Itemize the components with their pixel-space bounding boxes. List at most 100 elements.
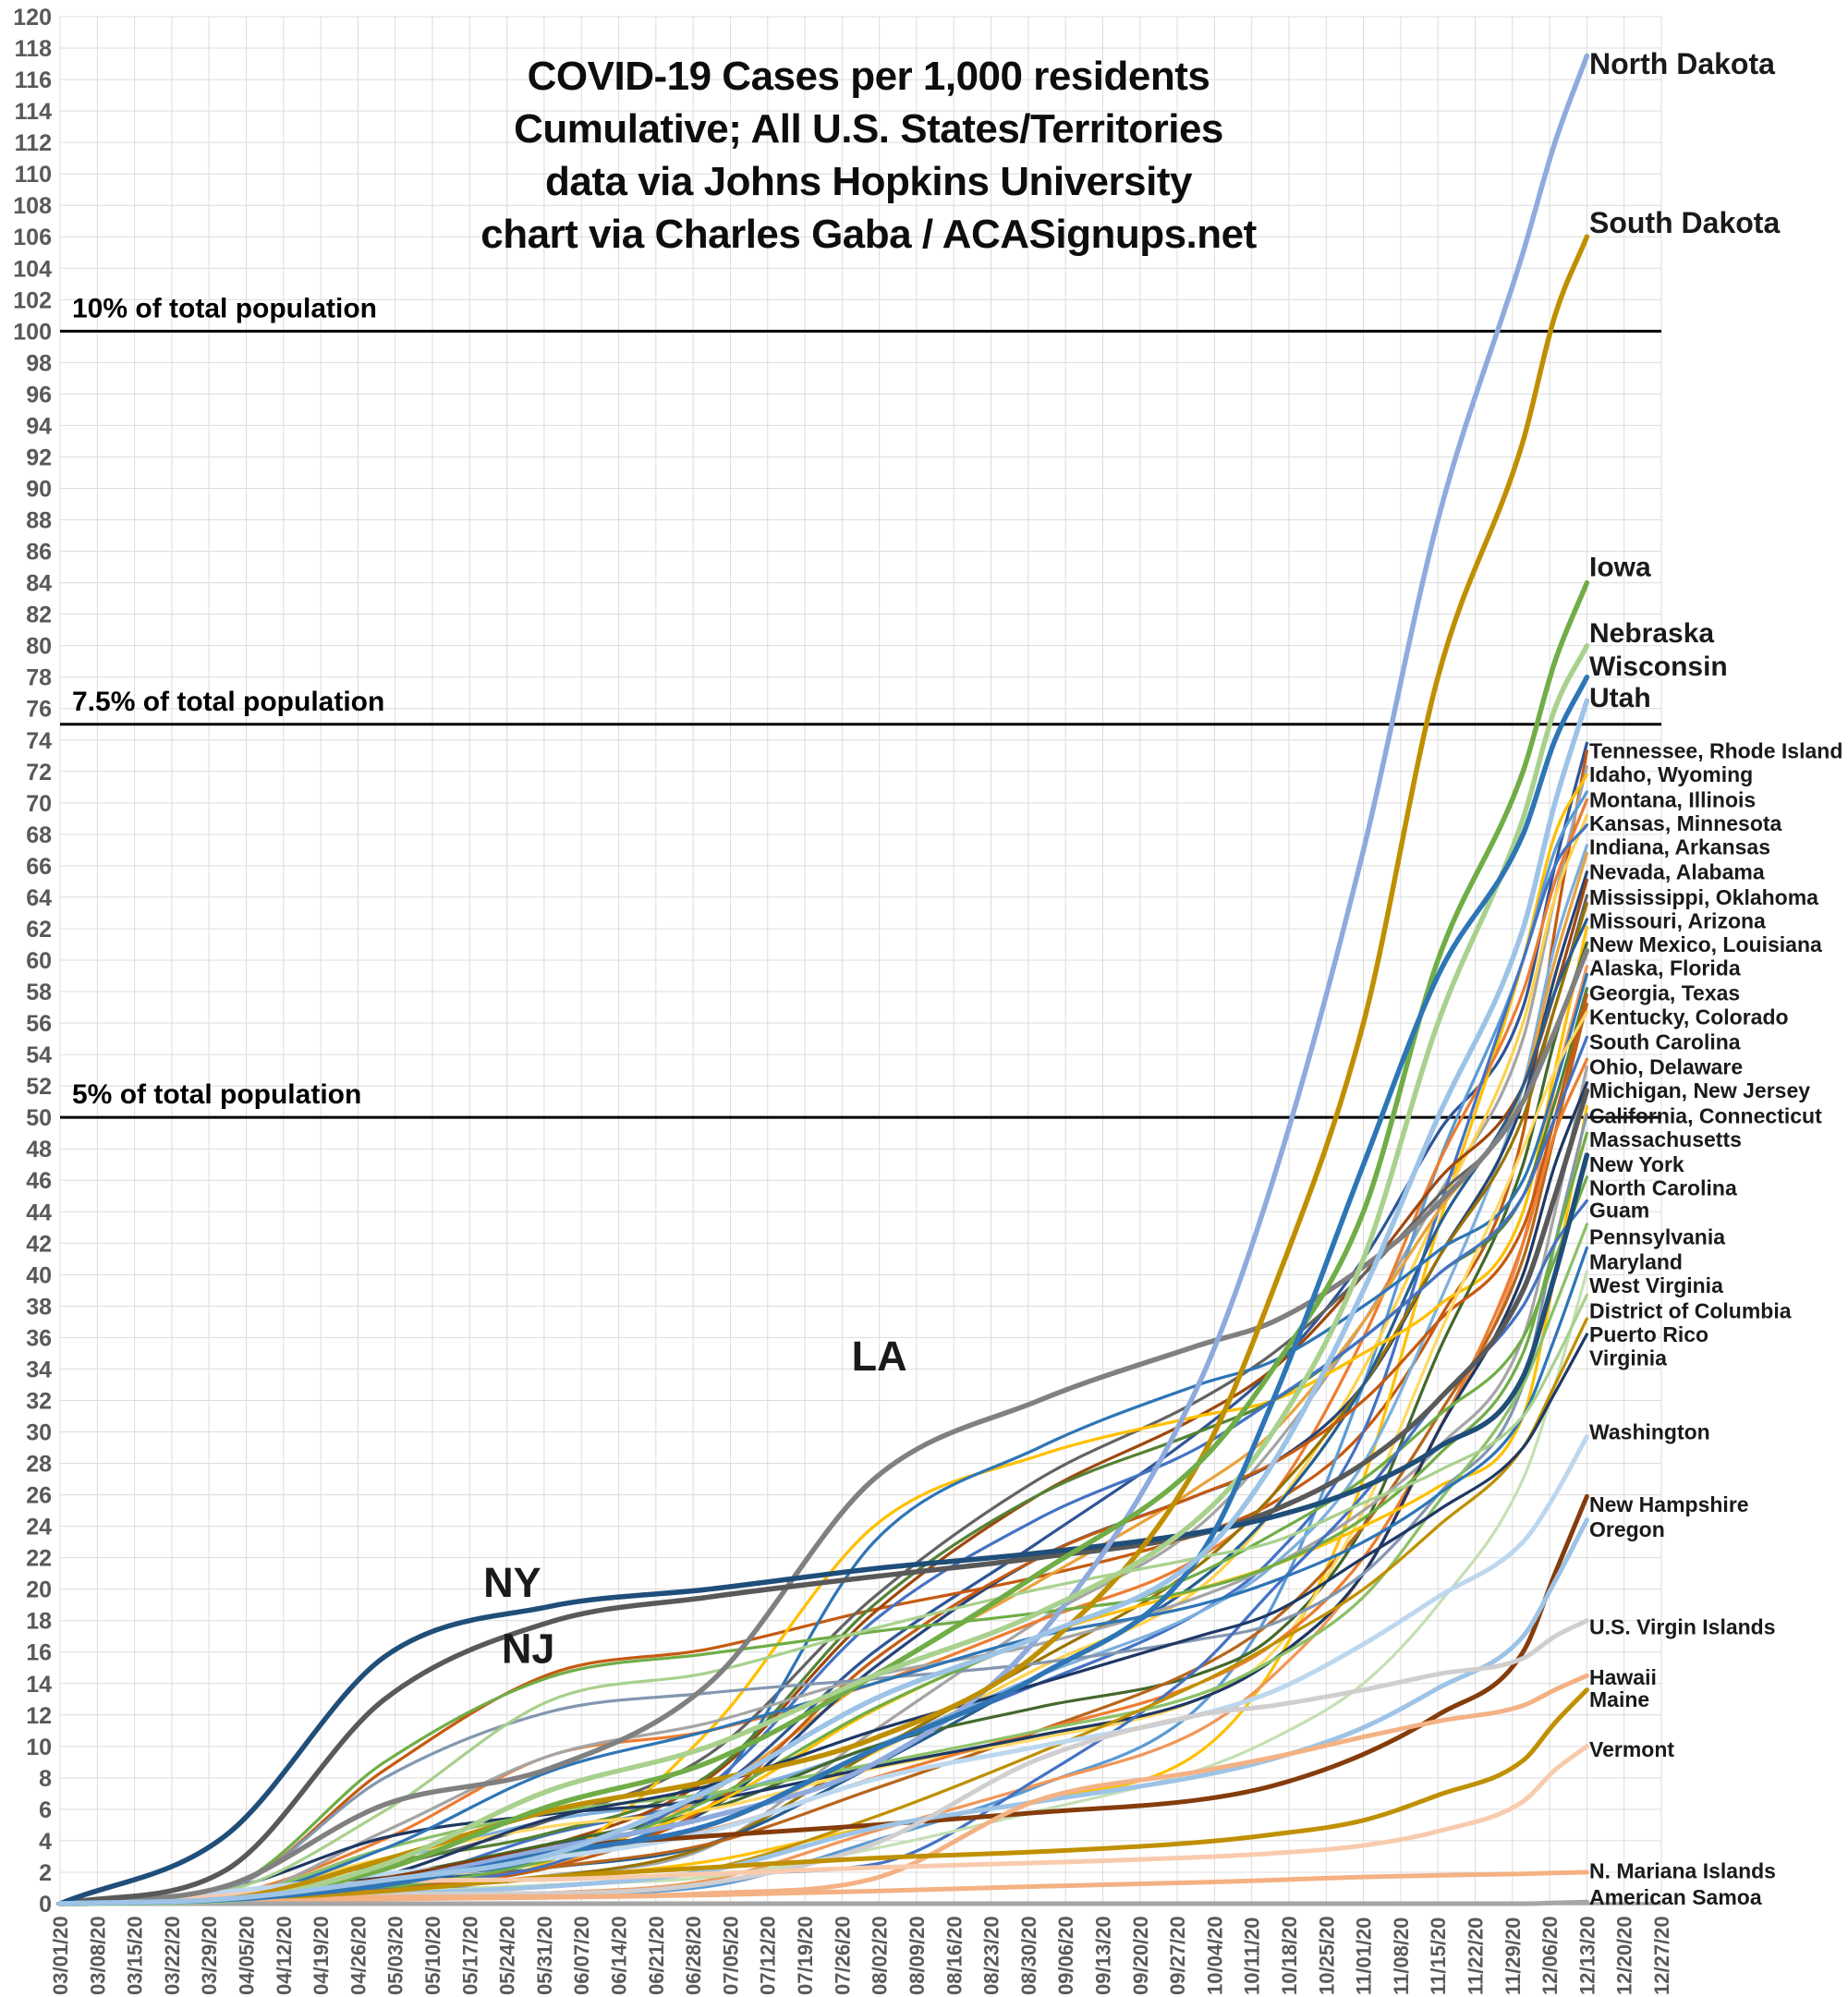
series-label-georgia-texas: Georgia, Texas (1589, 981, 1740, 1005)
x-axis-tick-label: 09/20/20 (1129, 1916, 1152, 1995)
y-axis-tick-label: 62 (26, 917, 52, 943)
series-label-alaska-florida: Alaska, Florida (1589, 956, 1741, 980)
series-label-maryland: Maryland (1589, 1250, 1683, 1274)
y-axis-tick-label: 106 (13, 225, 52, 250)
x-axis-tick-label: 03/15/20 (124, 1916, 147, 1995)
x-axis-tick-label: 12/13/20 (1575, 1916, 1599, 1995)
series-line-american-samoa (57, 1899, 1589, 1906)
y-axis-tick-label: 90 (26, 477, 52, 503)
x-axis-tick-label: 04/12/20 (273, 1916, 296, 1995)
x-axis-tick-label: 03/01/20 (49, 1916, 72, 1995)
series-label-u-s-virgin-islands: U.S. Virgin Islands (1589, 1615, 1776, 1639)
y-axis-tick-label: 84 (26, 571, 52, 597)
series-line-maine (57, 1687, 1589, 1906)
series-label-district-of-columbia: District of Columbia (1589, 1298, 1792, 1322)
x-axis-tick-label: 07/19/20 (794, 1916, 817, 1995)
x-axis-tick-label: 11/15/20 (1427, 1918, 1450, 1995)
series-line-nebraska (57, 642, 1590, 1906)
series-line-indiana (58, 844, 1589, 1906)
series-label-virginia: Virginia (1589, 1346, 1667, 1370)
x-axis-tick-label: 10/25/20 (1315, 1916, 1338, 1995)
series-line-wyoming (58, 773, 1589, 1906)
y-axis-tick-label: 4 (39, 1829, 52, 1855)
series-label-american-samoa: American Samoa (1589, 1885, 1762, 1909)
y-axis-tick-label: 80 (26, 634, 52, 660)
x-axis-tick-label: 03/29/20 (198, 1916, 221, 1995)
y-axis-tick-label: 44 (26, 1199, 52, 1225)
y-axis-tick-label: 112 (15, 130, 52, 156)
series-line-maryland (58, 1246, 1589, 1906)
chart-title-line-2: Cumulative; All U.S. States/Territories (514, 106, 1223, 152)
series-label-washington: Washington (1589, 1420, 1710, 1444)
x-axis-tick-label: 04/19/20 (310, 1916, 333, 1995)
y-axis-tick-label: 26 (26, 1483, 52, 1509)
y-axis-tick-label: 12 (26, 1703, 52, 1729)
series-label-new-york: New York (1589, 1152, 1684, 1176)
x-axis-tick-label: 05/17/20 (458, 1916, 481, 1995)
x-axis-tick-label: 09/27/20 (1166, 1916, 1189, 1995)
y-axis-tick-label: 72 (26, 760, 52, 785)
y-axis-tick-label: 110 (15, 162, 52, 188)
series-line-new-jersey (57, 1088, 1590, 1906)
y-axis-tick-label: 60 (26, 948, 52, 974)
series-line-virginia (58, 1333, 1589, 1906)
x-axis-tick-label: 12/06/20 (1538, 1916, 1562, 1995)
inline-label-nj: NJ (502, 1625, 555, 1672)
x-axis-tick-label: 12/27/20 (1650, 1916, 1673, 1995)
x-axis-tick-label: 08/16/20 (942, 1916, 966, 1995)
y-axis-tick-label: 14 (26, 1672, 52, 1698)
chart-title-line-1: COVID-19 Cases per 1,000 residents (527, 54, 1210, 99)
y-axis-tick-label: 40 (26, 1262, 52, 1288)
y-axis-tick-label: 100 (13, 319, 52, 345)
series-label-puerto-rico: Puerto Rico (1589, 1322, 1708, 1346)
y-axis-tick-label: 54 (26, 1042, 52, 1068)
series-label-utah: Utah (1589, 683, 1651, 713)
x-axis-tick-label: 03/08/20 (86, 1916, 109, 1995)
series-label-west-virginia: West Virginia (1589, 1273, 1723, 1297)
series-line-washington (57, 1434, 1589, 1906)
reference-line-label: 10% of total population (72, 293, 377, 323)
y-axis-tick-label: 68 (26, 822, 52, 848)
y-axis-tick-label: 32 (26, 1388, 52, 1414)
series-label-north-dakota: North Dakota (1589, 47, 1775, 80)
y-axis-tick-label: 2 (39, 1860, 52, 1886)
x-axis-tick-label: 05/03/20 (384, 1916, 407, 1995)
inline-label-la: LA (852, 1333, 907, 1380)
x-axis-tick-label: 10/11/20 (1241, 1918, 1264, 1995)
y-axis-tick-label: 102 (13, 287, 52, 313)
x-axis-tick-label: 07/26/20 (831, 1916, 854, 1995)
series-line-new-york (57, 1152, 1590, 1906)
y-axis-tick-label: 104 (13, 256, 52, 282)
y-axis-tick-label: 96 (26, 382, 52, 408)
x-axis-tick-label: 06/21/20 (645, 1916, 668, 1995)
series-label-south-carolina: South Carolina (1589, 1029, 1741, 1053)
y-axis-tick-label: 46 (26, 1168, 52, 1194)
series-label-north-carolina: North Carolina (1589, 1176, 1737, 1200)
x-axis-tick-label: 06/14/20 (608, 1916, 631, 1995)
x-axis-tick-label: 06/28/20 (682, 1916, 705, 1995)
series-label-hawaii: Hawaii (1589, 1665, 1657, 1689)
series-line-connecticut (58, 1113, 1589, 1906)
y-axis-tick-label: 70 (26, 791, 52, 817)
y-axis-tick-label: 86 (26, 540, 52, 566)
y-axis-tick-label: 6 (39, 1797, 52, 1823)
y-axis-tick-label: 20 (26, 1577, 52, 1603)
x-axis-tick-label: 11/01/20 (1353, 1918, 1376, 1995)
y-axis-tick-label: 22 (26, 1546, 52, 1572)
series-line-iowa (57, 579, 1590, 1906)
y-axis-tick-label: 114 (15, 99, 52, 125)
y-axis-tick-label: 10 (26, 1735, 52, 1760)
series-label-massachusetts: Massachusetts (1589, 1127, 1742, 1151)
series-line-rhode-island (58, 749, 1589, 1906)
x-axis-tick-label: 04/05/20 (236, 1916, 259, 1995)
series-label-maine: Maine (1589, 1687, 1649, 1711)
series-line-idaho (58, 765, 1589, 1906)
series-label-south-dakota: South Dakota (1589, 206, 1780, 239)
series-line-utah (57, 698, 1590, 1906)
x-axis-tick-label: 06/07/20 (570, 1916, 593, 1995)
series-label-wisconsin: Wisconsin (1589, 651, 1728, 682)
x-axis-tick-label: 12/20/20 (1613, 1916, 1636, 1995)
series-label-iowa: Iowa (1589, 553, 1651, 583)
